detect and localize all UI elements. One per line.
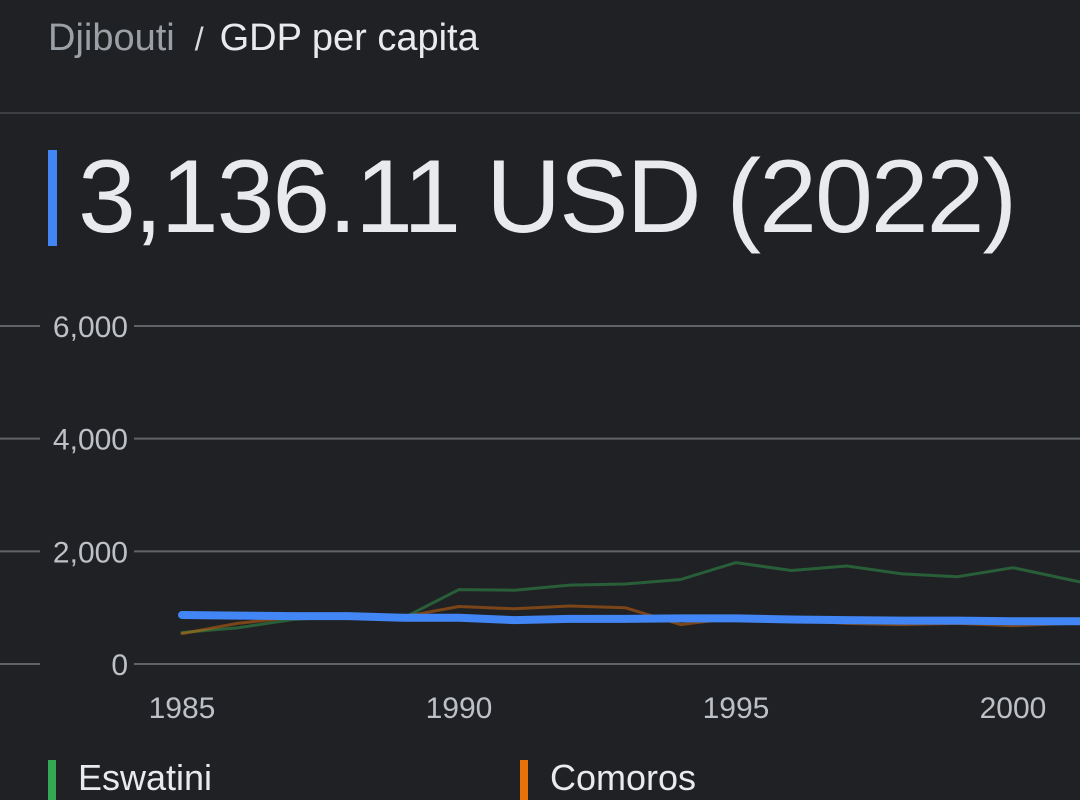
x-tick-label: 1985 (149, 692, 216, 725)
legend-label: Eswatini (78, 757, 213, 798)
breadcrumb-current: GDP per capita (219, 17, 479, 59)
x-tick-label: 1995 (703, 692, 770, 725)
y-tick-label: 4,000 (53, 424, 128, 457)
header-divider (0, 112, 1080, 114)
y-tick-label: 2,000 (53, 536, 128, 569)
breadcrumb: Djibouti / GDP per capita (48, 14, 479, 63)
value-accent-bar (48, 150, 57, 246)
legend-label: Comoros (550, 757, 697, 798)
line-chart: 0 2,000 4,000 6,000 1985 1990 1995 2000 (0, 311, 1080, 725)
y-tick-label: 0 (111, 649, 128, 682)
legend-swatch (48, 760, 56, 800)
breadcrumb-separator: / (194, 21, 204, 57)
y-tick-label: 6,000 (53, 311, 128, 344)
headline-value: 3,136.11 USD (2022) (78, 139, 1017, 255)
x-tick-label: 2000 (980, 692, 1047, 725)
x-tick-label: 1990 (426, 692, 493, 725)
series-line-djibouti (178, 611, 1080, 626)
legend-swatch (520, 760, 528, 800)
breadcrumb-parent-link[interactable]: Djibouti (48, 17, 175, 59)
